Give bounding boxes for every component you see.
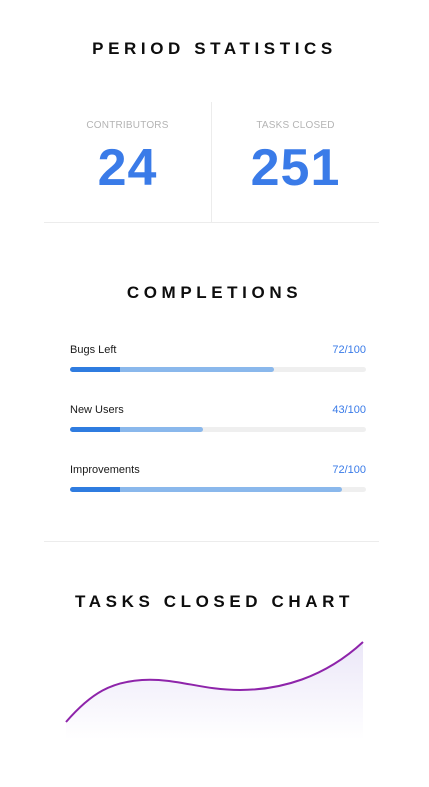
progress-fill-lead	[70, 367, 120, 372]
tasks-closed-value: 251	[250, 139, 341, 197]
progress-fill-lead	[70, 427, 120, 432]
progress-fill	[70, 367, 275, 372]
completions-title: COMPLETIONS	[126, 283, 303, 302]
period-statistics-title: PERIOD STATISTICS	[92, 39, 337, 58]
chart-area	[66, 642, 363, 740]
section-divider	[44, 541, 379, 542]
period-statistics-panel: CONTRIBUTORS 24 TASKS CLOSED 251	[44, 102, 379, 223]
progress-track	[70, 427, 366, 432]
contributors-label: CONTRIBUTORS	[86, 120, 169, 131]
contributors-value: 24	[97, 139, 158, 197]
tasks-closed-chart-title: TASKS CLOSED CHART	[75, 592, 354, 611]
progress-label: New Users	[70, 404, 124, 416]
progress-item-improvements: Improvements 72/100	[70, 460, 366, 496]
progress-value: 72/100	[332, 344, 366, 356]
progress-track	[70, 487, 366, 492]
progress-label: Bugs Left	[70, 344, 117, 356]
progress-fill	[70, 487, 343, 492]
tasks-closed-stat: TASKS CLOSED 251	[212, 102, 379, 222]
progress-fill	[70, 427, 204, 432]
chart-line	[65, 641, 364, 723]
progress-item-bugs-left: Bugs Left 72/100	[70, 340, 366, 376]
progress-fill-lead	[70, 487, 120, 492]
tasks-closed-chart	[65, 641, 364, 740]
progress-value: 72/100	[332, 464, 366, 476]
progress-track	[70, 367, 366, 372]
progress-label: Improvements	[70, 464, 140, 476]
progress-item-new-users: New Users 43/100	[70, 400, 366, 436]
tasks-closed-label: TASKS CLOSED	[256, 120, 335, 131]
progress-value: 43/100	[332, 404, 366, 416]
contributors-stat: CONTRIBUTORS 24	[44, 102, 212, 222]
